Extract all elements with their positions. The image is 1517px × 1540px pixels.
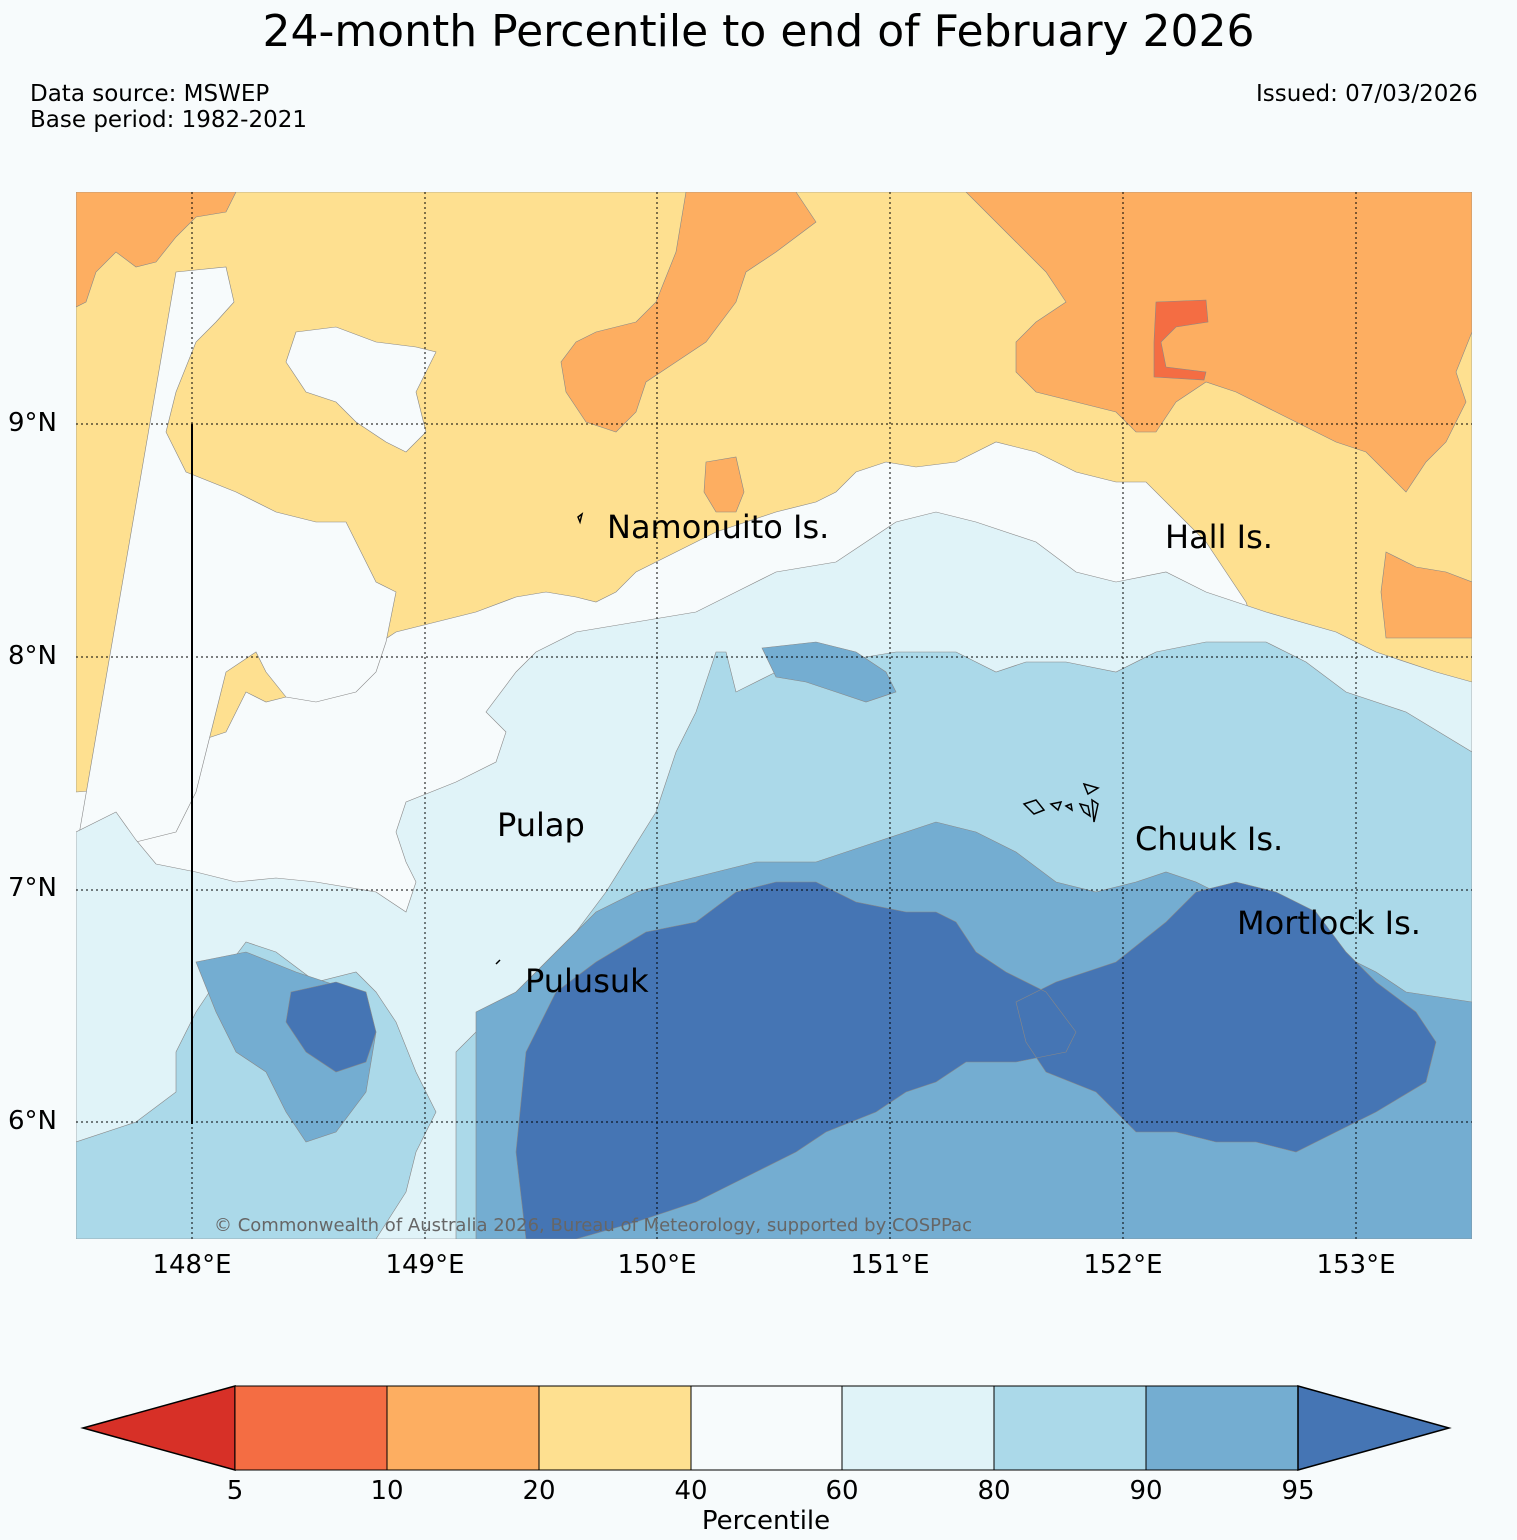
- lon-label-152e: 152°E: [1083, 1250, 1163, 1280]
- colorbar-bin-90-95: [1145, 1385, 1299, 1471]
- island-label-pulusuk: Pulusuk: [525, 962, 649, 1000]
- colorbar-extend-low: [80, 1385, 236, 1471]
- colorbar-tick-20: 20: [522, 1476, 556, 1506]
- colorbar-tick-5: 5: [226, 1476, 244, 1506]
- colorbar-extend-high: [1297, 1385, 1452, 1471]
- lon-label-148e: 148°E: [152, 1250, 232, 1280]
- contour-40-60-west: [76, 266, 397, 853]
- lon-label-153e: 153°E: [1316, 1250, 1396, 1280]
- page-title: 24-month Percentile to end of February 2…: [262, 6, 1255, 57]
- colorbar-tick-80: 80: [977, 1476, 1011, 1506]
- lon-label-151e: 151°E: [850, 1250, 930, 1280]
- colorbar-bin-20-40: [538, 1385, 692, 1471]
- lon-label-150e: 150°E: [617, 1250, 697, 1280]
- colorbar-tick-60: 60: [825, 1476, 859, 1506]
- pulusuk-island-outline: [495, 959, 501, 965]
- lat-label-8n: 8°N: [8, 641, 57, 671]
- island-label-namonuito: Namonuito Is.: [607, 508, 830, 546]
- colorbar-tick-10: 10: [370, 1476, 404, 1506]
- island-label-chuuk: Chuuk Is.: [1135, 820, 1284, 858]
- island-label-mortlock: Mortlock Is.: [1237, 904, 1421, 942]
- lat-label-7n: 7°N: [8, 873, 57, 903]
- contour-10-20-nw: [76, 192, 237, 308]
- island-label-hall: Hall Is.: [1165, 518, 1273, 556]
- colorbar-bin-5-10: [234, 1385, 388, 1471]
- contour-10-20-east: [1380, 551, 1472, 639]
- contour-10-20-small: [703, 456, 745, 513]
- contour-above-95: [285, 881, 1437, 1239]
- lat-label-6n: 6°N: [8, 1106, 57, 1136]
- chuuk-island-outline: [1022, 782, 1100, 823]
- island-outlines: [495, 512, 1100, 965]
- contour-40-60-center: [285, 326, 437, 453]
- island-label-pulap: Pulap: [497, 806, 585, 844]
- percentile-map: [76, 192, 1472, 1239]
- contour-10-20-ne: [965, 192, 1472, 493]
- namonuito-island-outline: [577, 512, 584, 525]
- colorbar-tick-40: 40: [674, 1476, 708, 1506]
- colorbar-bin-80-90: [993, 1385, 1147, 1471]
- colorbar-tick-95: 95: [1281, 1476, 1315, 1506]
- colorbar-bin-10-20: [386, 1385, 540, 1471]
- copyright-notice: © Commonwealth of Australia 2026, Bureau…: [214, 1215, 972, 1236]
- lon-label-149e: 149°E: [385, 1250, 465, 1280]
- base-period: Base period: 1982-2021: [30, 107, 308, 133]
- data-source: Data source: MSWEP: [30, 81, 270, 107]
- colorbar: [80, 1385, 1452, 1471]
- colorbar-tick-90: 90: [1129, 1476, 1163, 1506]
- lat-label-9n: 9°N: [8, 408, 57, 438]
- colorbar-bin-40-60: [690, 1385, 843, 1471]
- issued-date: Issued: 07/03/2026: [1256, 81, 1478, 107]
- colorbar-title: Percentile: [701, 1506, 831, 1536]
- contour-10-20-north: [560, 192, 817, 433]
- colorbar-bin-60-80: [841, 1385, 995, 1471]
- contour-5-10: [1153, 299, 1209, 381]
